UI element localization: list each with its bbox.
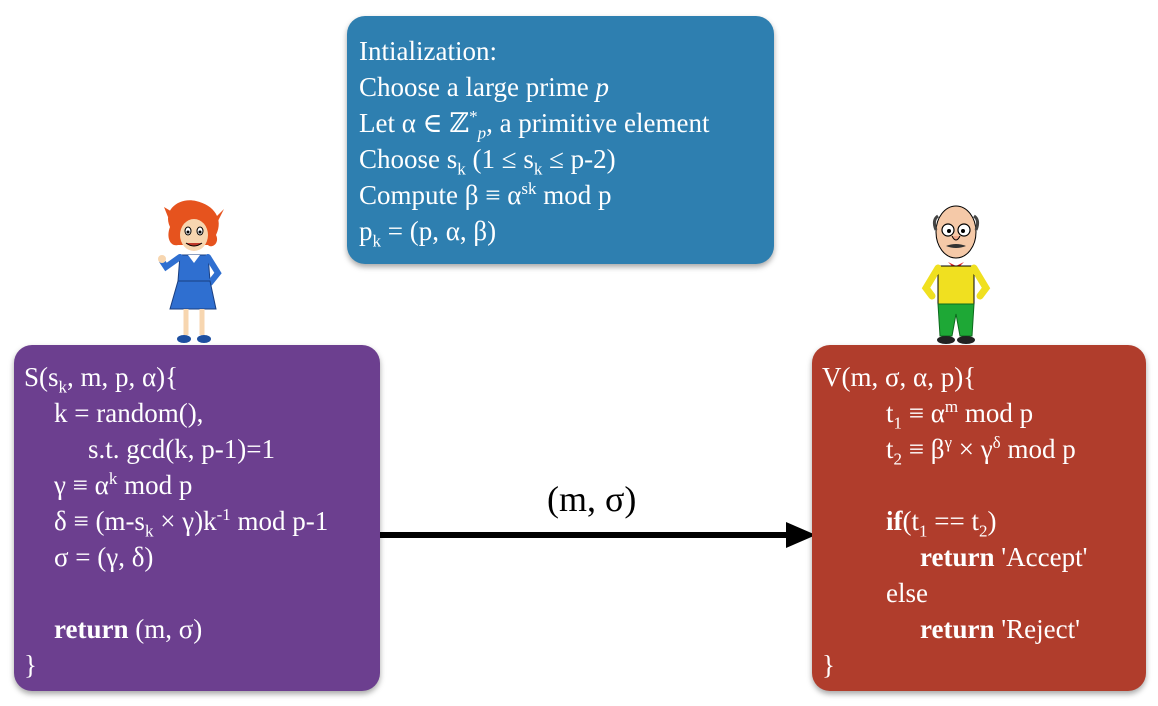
verify-else-line: else	[886, 578, 928, 608]
sign-gamma-line: γ ≡ αk mod p	[54, 469, 193, 500]
verify-close-brace: }	[822, 650, 835, 680]
verify-reject-line: return 'Reject'	[920, 614, 1080, 644]
init-line-public-key: pk = (p, α, β)	[359, 216, 497, 251]
sign-gcd-line: s.t. gcd(k, p-1)=1	[88, 434, 275, 464]
init-line-prime: Choose a large prime p	[359, 72, 609, 102]
verify-accept-line: return 'Accept'	[920, 542, 1088, 572]
init-line-alpha: Let α ∈ ℤ*p, a primitive element	[359, 107, 710, 143]
verify-if-line: if(t1 == t2)	[886, 506, 997, 541]
sign-signature-line: S(sk, m, p, α){	[24, 362, 179, 397]
sign-random-k-line: k = random(),	[54, 398, 204, 428]
initialization-box: Intialization: Choose a large prime p Le…	[347, 16, 774, 264]
sign-return-line: return (m, σ)	[54, 614, 203, 644]
man-cartoon-icon	[921, 205, 991, 344]
verify-function-box: V(m, σ, α, p){ t1 ≡ αm mod p t2 ≡ βγ × γ…	[812, 345, 1146, 691]
init-title: Intialization:	[359, 36, 497, 66]
sign-delta-line: δ ≡ (m-sk × γ)k-1 mod p-1	[54, 505, 329, 541]
init-line-beta: Compute β ≡ αsk mod p	[359, 179, 612, 210]
verify-t1-line: t1 ≡ αm mod p	[886, 397, 1034, 433]
woman-cartoon-icon	[158, 200, 224, 343]
verify-signature-line: V(m, σ, α, p){	[822, 362, 977, 392]
message-arrow	[380, 522, 816, 548]
sign-sigma-line: σ = (γ, δ)	[54, 542, 154, 572]
verify-t2-line: t2 ≡ βγ × γδ mod p	[886, 433, 1076, 469]
sign-function-box: S(sk, m, p, α){ k = random(), s.t. gcd(k…	[14, 345, 380, 691]
message-label: (m, σ)	[547, 479, 637, 519]
sign-close-brace: }	[24, 650, 37, 680]
init-line-secret-key: Choose sk (1 ≤ sk ≤ p-2)	[359, 144, 616, 179]
